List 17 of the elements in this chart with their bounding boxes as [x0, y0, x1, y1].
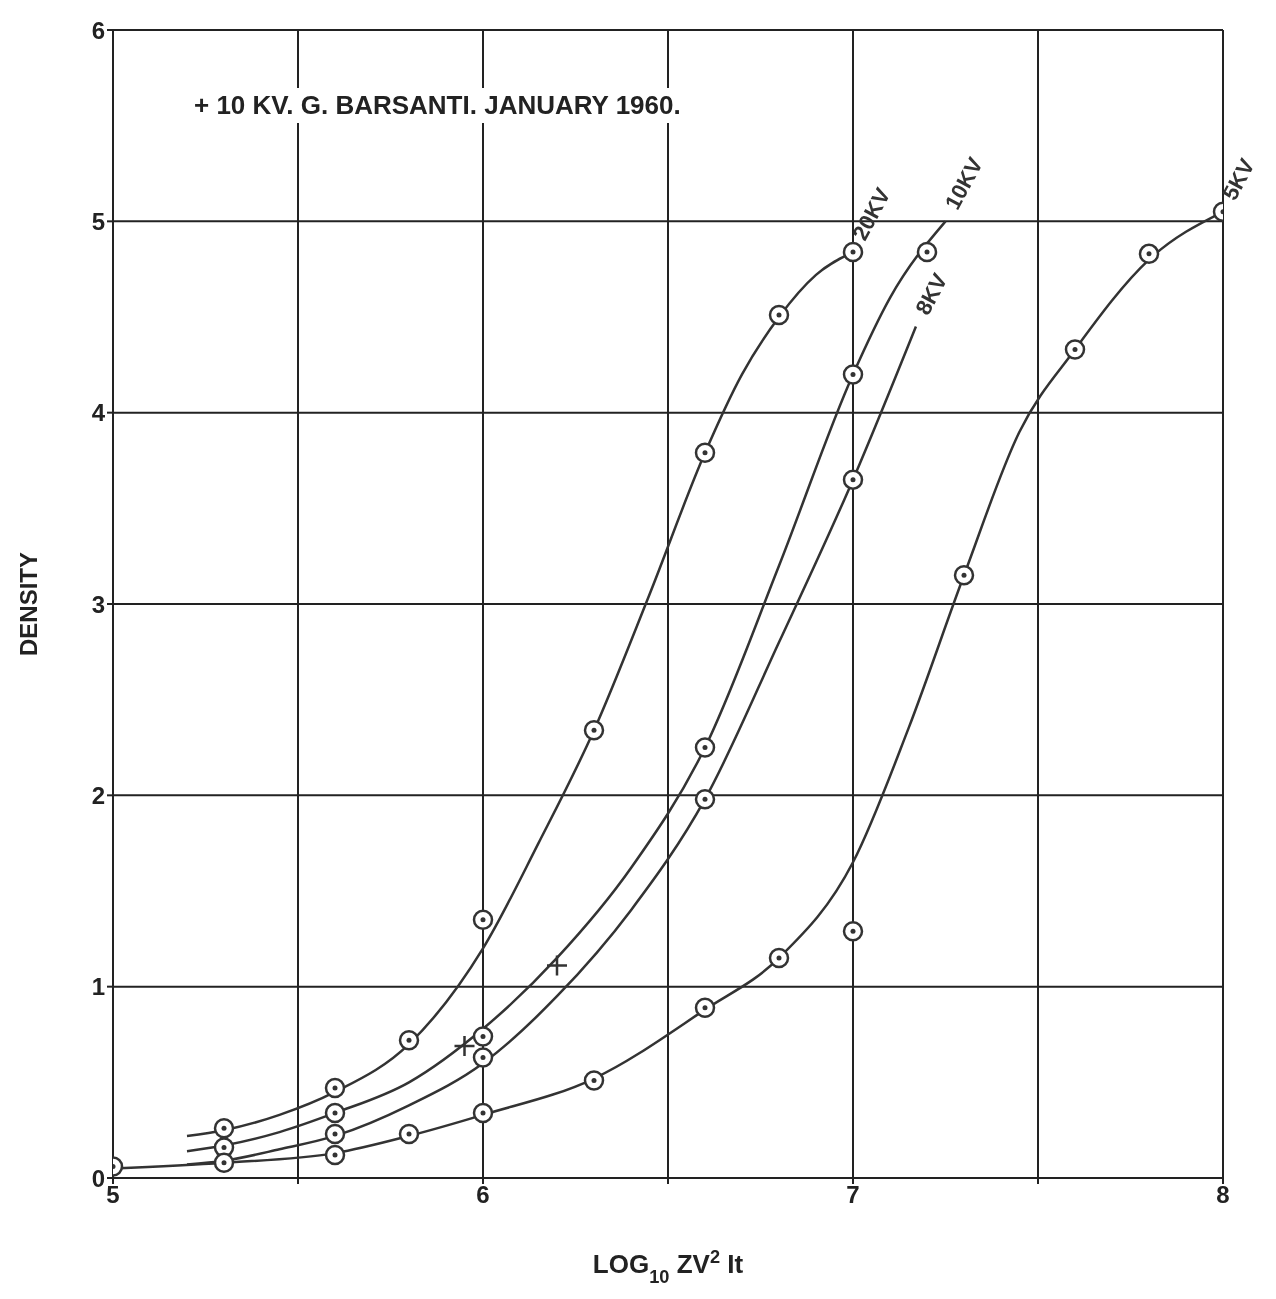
text: 20KV	[847, 183, 896, 245]
annotation: + 10 KV. G. BARSANTI. JANUARY 1960.	[188, 88, 687, 123]
y-tick-label: 0	[91, 1164, 105, 1192]
y-tick-label: 1	[91, 973, 105, 1001]
y-tick-label: 5	[91, 207, 105, 235]
y-tick-label: 3	[91, 590, 105, 618]
y-tick-label: 2	[91, 781, 105, 809]
text: 8KV	[910, 269, 953, 319]
y-tick-label: 6	[91, 16, 105, 44]
x-tick-label: 7	[846, 1181, 860, 1209]
x-tick-label: 8	[1216, 1181, 1230, 1209]
y-axis-title: DENSITY	[14, 551, 42, 657]
text: 10KV	[939, 153, 988, 214]
x-tick-label: 6	[476, 1181, 490, 1209]
y-tick-label: 4	[91, 399, 106, 427]
x-axis-title: LOG$_{10}$ ZV$^{2}$ It	[592, 1247, 744, 1287]
text: 5KV	[1217, 154, 1260, 205]
